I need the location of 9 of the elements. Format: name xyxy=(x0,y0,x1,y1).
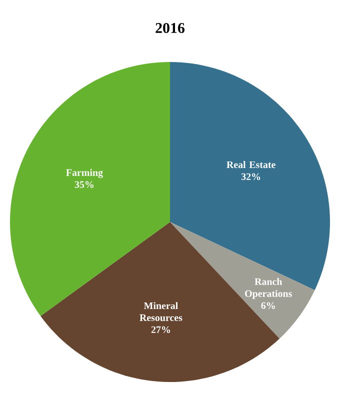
data-label: 35% xyxy=(74,181,94,188)
slice-label: Mineral Resources xyxy=(140,302,182,322)
chart-title: 2016 xyxy=(156,22,185,34)
slice-label: Farming xyxy=(66,168,103,178)
data-label: 27% xyxy=(151,326,170,334)
data-label: 32% xyxy=(241,173,260,180)
slice-label: Ranch Operations xyxy=(245,278,292,299)
data-label: 6% xyxy=(261,302,275,309)
slice-label: Real Estate xyxy=(226,161,276,168)
